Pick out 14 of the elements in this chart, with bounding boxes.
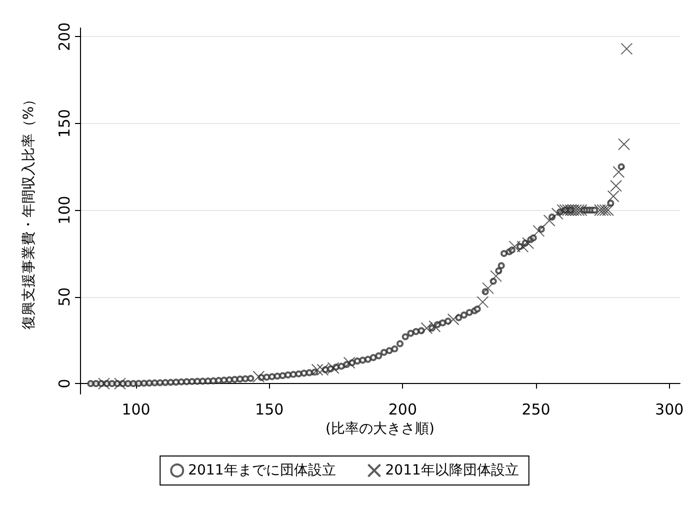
x-tick-label: 300	[655, 400, 684, 418]
legend-label: 2011年以降団体設立	[385, 462, 519, 478]
y-axis-title: 復興支援事業費・年間収入比率（%）	[21, 92, 37, 330]
y-tick-label: 50	[56, 287, 74, 306]
y-tick-label: 100	[56, 196, 74, 224]
x-tick-label: 150	[255, 400, 284, 418]
x-tick-label: 200	[388, 400, 417, 418]
y-tick-label: 150	[56, 109, 74, 138]
x-tick-label: 250	[522, 400, 550, 418]
y-tick-label: 0	[56, 378, 74, 388]
x-tick-label: 100	[122, 400, 150, 418]
x-axis-title: (比率の大きさ順)	[326, 420, 434, 437]
y-tick-label: 200	[56, 22, 74, 51]
legend-label: 2011年までに団体設立	[188, 462, 336, 478]
